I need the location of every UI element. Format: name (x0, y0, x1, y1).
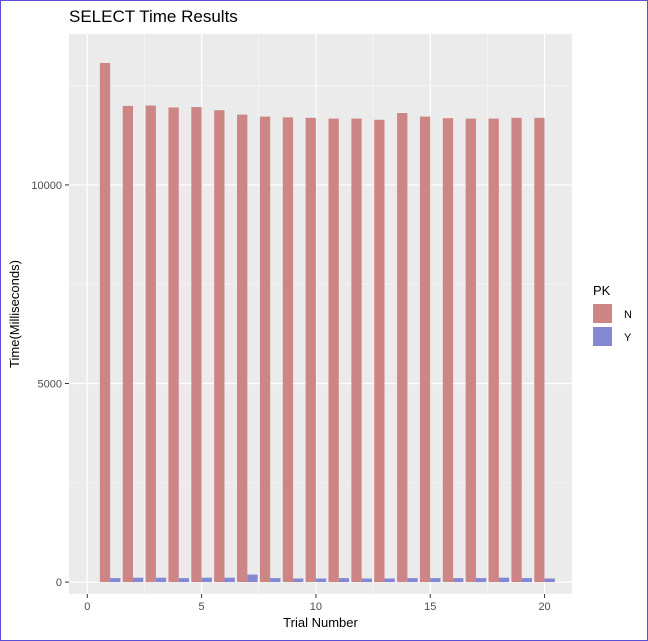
y-tick-label: 5000 (38, 379, 62, 391)
bar-Y-5 (201, 577, 212, 583)
bar-Y-17 (475, 578, 487, 583)
y-tick-label: 10000 (31, 180, 62, 192)
bar-Y-7 (247, 574, 258, 583)
bar-Y-18 (498, 577, 510, 583)
y-tick-label: 0 (56, 577, 62, 589)
x-tick-label: 0 (84, 601, 90, 613)
bar-Y-9 (293, 578, 304, 583)
legend-label-N: N (624, 309, 632, 321)
x-tick-label: 5 (199, 601, 205, 613)
bar-Y-20 (544, 578, 555, 583)
chart-title: SELECT Time Results (69, 7, 238, 26)
bar-N-7 (237, 114, 248, 583)
bar-N-2 (122, 105, 134, 583)
x-tick-label: 20 (538, 601, 550, 613)
bars (99, 62, 555, 583)
bar-N-11 (328, 118, 339, 583)
bar-Y-13 (384, 578, 395, 583)
bar-Y-1 (110, 578, 121, 583)
bar-Y-11 (338, 578, 350, 583)
bar-N-3 (145, 105, 156, 583)
legend-key-N (593, 304, 612, 323)
bar-Y-19 (521, 578, 532, 583)
bar-N-19 (511, 117, 522, 583)
bar-N-10 (305, 117, 316, 583)
bar-N-15 (419, 116, 431, 583)
bar-N-4 (168, 107, 179, 583)
bar-N-14 (397, 113, 408, 583)
legend: PK NY (593, 283, 632, 346)
bar-N-16 (442, 118, 454, 583)
bar-N-8 (259, 116, 271, 583)
bar-N-17 (465, 118, 476, 583)
legend-key-Y (593, 327, 612, 346)
axis-ticks (65, 184, 546, 598)
bar-N-9 (282, 117, 294, 583)
bar-N-1 (99, 62, 111, 583)
bar-Y-16 (453, 578, 464, 583)
bar-Y-8 (270, 578, 281, 583)
bar-Y-6 (224, 577, 235, 583)
bar-N-12 (351, 118, 362, 583)
bar-N-5 (191, 107, 202, 583)
legend-label-Y: Y (624, 332, 632, 344)
bar-Y-12 (361, 578, 372, 583)
bar-Y-2 (133, 577, 144, 583)
tick-labels: 0 5 10 15 20 0 5000 10000 (31, 180, 550, 613)
bar-N-20 (534, 117, 545, 583)
legend-title: PK (593, 283, 611, 298)
bar-Y-3 (155, 577, 167, 583)
bar-Y-15 (430, 578, 441, 583)
x-tick-label: 15 (424, 601, 436, 613)
bar-N-18 (488, 118, 499, 583)
y-axis-label: Time(Milliseconds) (7, 260, 22, 368)
bar-Y-4 (178, 578, 190, 583)
x-axis-label: Trial Number (283, 615, 358, 630)
bar-Y-10 (315, 578, 327, 583)
bar-N-13 (374, 119, 385, 583)
bar-Y-14 (407, 578, 418, 583)
x-tick-label: 10 (310, 601, 322, 613)
bar-N-6 (214, 110, 225, 583)
